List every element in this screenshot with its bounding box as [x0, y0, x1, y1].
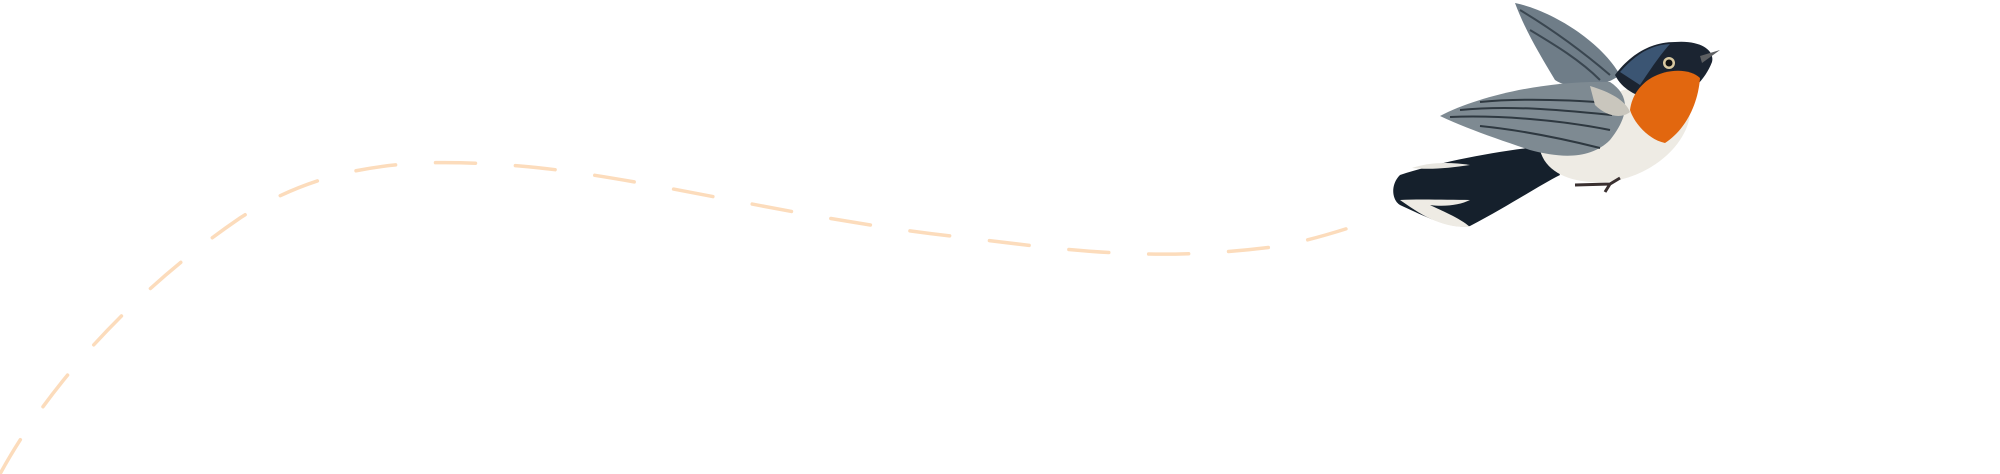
bird-icon: [1393, 3, 1720, 228]
dashed-flight-path: [0, 160, 1357, 474]
bird-tail-tips: [1400, 199, 1470, 228]
bird-tail: [1393, 146, 1560, 227]
bird-throat: [1630, 70, 1700, 143]
bird-beak: [1700, 50, 1720, 63]
bird-leg: [1574, 176, 1621, 193]
